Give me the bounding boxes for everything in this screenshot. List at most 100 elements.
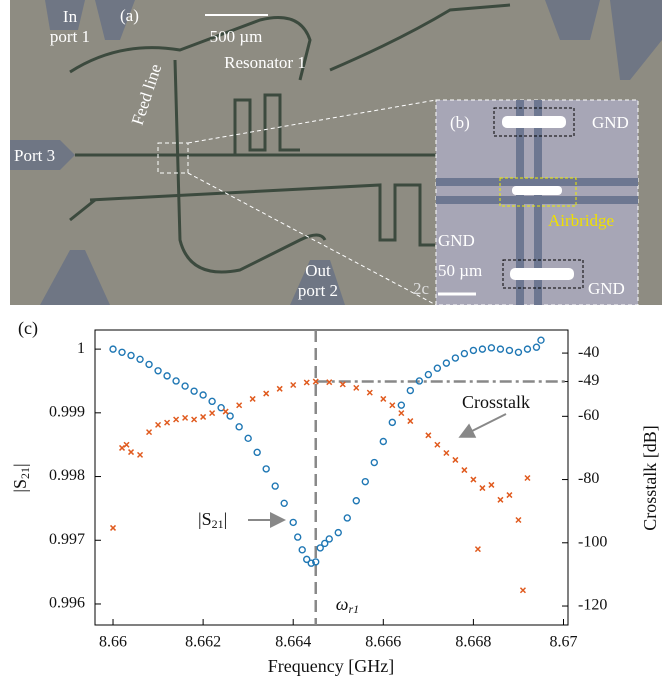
y-tick-label: 1 <box>77 340 85 357</box>
y2-tick-label: -120 <box>578 597 607 614</box>
data-point <box>415 377 424 385</box>
data-point <box>190 387 198 395</box>
data-point <box>334 528 342 537</box>
data-point <box>312 378 319 385</box>
data-point <box>532 343 541 351</box>
data-point <box>294 533 302 541</box>
data-point <box>379 437 388 446</box>
data-point <box>222 408 229 415</box>
data-point <box>244 434 252 443</box>
data-point <box>380 395 387 402</box>
data-point <box>109 345 117 353</box>
data-point <box>461 467 468 474</box>
y-tick-label: 0.998 <box>49 467 85 484</box>
data-point <box>182 414 189 421</box>
data-point <box>407 418 414 425</box>
data-point <box>191 416 198 423</box>
data-point <box>443 449 450 457</box>
data-point <box>181 382 189 390</box>
y-axis-title: |S21| <box>10 463 32 492</box>
data-point <box>496 345 505 353</box>
data-point <box>514 348 523 357</box>
data-point <box>397 401 406 409</box>
data-point <box>487 344 496 352</box>
annotation-arrow <box>458 413 507 438</box>
data-point <box>154 367 162 375</box>
data-point <box>316 544 324 552</box>
data-point <box>209 410 216 417</box>
annotation: Crosstalk <box>462 392 530 412</box>
data-point <box>137 451 144 458</box>
data-point <box>470 476 477 483</box>
airbridge-label: Airbridge <box>548 211 614 230</box>
chip-image: (a) 500 µm In port 1 Resonator 1 Feed li… <box>10 0 662 306</box>
data-point <box>370 458 378 467</box>
data-point <box>307 559 315 567</box>
data-point <box>249 395 256 402</box>
y-tick-label: 0.997 <box>49 531 85 548</box>
data-point <box>523 345 532 353</box>
gnd-label: GND <box>438 231 475 250</box>
data-point <box>488 481 495 488</box>
data-point <box>262 465 270 473</box>
data-point <box>398 410 405 417</box>
data-point <box>298 546 306 554</box>
data-point <box>474 546 481 553</box>
port-label: Out <box>305 261 331 280</box>
plot-frame <box>94 329 569 626</box>
y2-tick-label: -100 <box>578 533 607 550</box>
data-point <box>208 397 216 406</box>
data-point <box>236 402 243 409</box>
data-point <box>173 416 180 423</box>
data-point <box>433 364 442 372</box>
data-point <box>352 497 360 505</box>
data-point <box>289 518 297 527</box>
data-point <box>339 381 346 388</box>
y-tick-label: 0.996 <box>49 595 85 612</box>
data-point <box>366 389 373 396</box>
annotation: |S21| <box>198 509 227 531</box>
data-point <box>118 348 126 357</box>
x-tick-label: 8.664 <box>275 634 311 651</box>
panel-label: (b) <box>450 113 470 132</box>
data-point <box>109 524 117 531</box>
data-point <box>424 370 433 379</box>
data-point <box>515 516 522 524</box>
data-point <box>406 386 415 395</box>
data-point <box>343 514 351 522</box>
data-point <box>434 441 441 448</box>
data-point <box>353 384 360 391</box>
data-point <box>361 477 369 486</box>
data-point <box>537 336 545 344</box>
data-point <box>388 418 397 427</box>
data-point <box>519 587 526 594</box>
port-label: port 1 <box>50 27 90 46</box>
scale-label: 50 µm <box>438 261 482 280</box>
panel-label: (c) <box>18 318 38 339</box>
data-point <box>155 421 162 428</box>
data-point <box>303 555 311 564</box>
port-label: In <box>63 7 78 26</box>
y2-tick-label: -80 <box>578 470 599 487</box>
data-point <box>326 379 333 386</box>
data-point <box>128 449 135 456</box>
data-point <box>146 429 153 436</box>
resonance-label-part: ω <box>336 594 349 614</box>
data-point <box>506 492 513 499</box>
data-point <box>460 349 469 358</box>
data-point <box>325 535 333 543</box>
data-point <box>524 474 531 482</box>
y2-tick-label: -40 <box>578 344 599 361</box>
data-point <box>271 482 279 490</box>
data-point <box>452 456 459 463</box>
data-point <box>451 354 460 362</box>
gnd-label: GND <box>588 279 625 298</box>
x-axis-title: Frequency [GHz] <box>268 656 394 676</box>
data-point <box>389 402 396 409</box>
data-point <box>123 441 130 448</box>
panel-label: (a) <box>120 6 139 25</box>
data-point <box>321 539 329 548</box>
x-tick-label: 8.66 <box>99 634 127 651</box>
cut-text: 2c <box>413 279 430 298</box>
